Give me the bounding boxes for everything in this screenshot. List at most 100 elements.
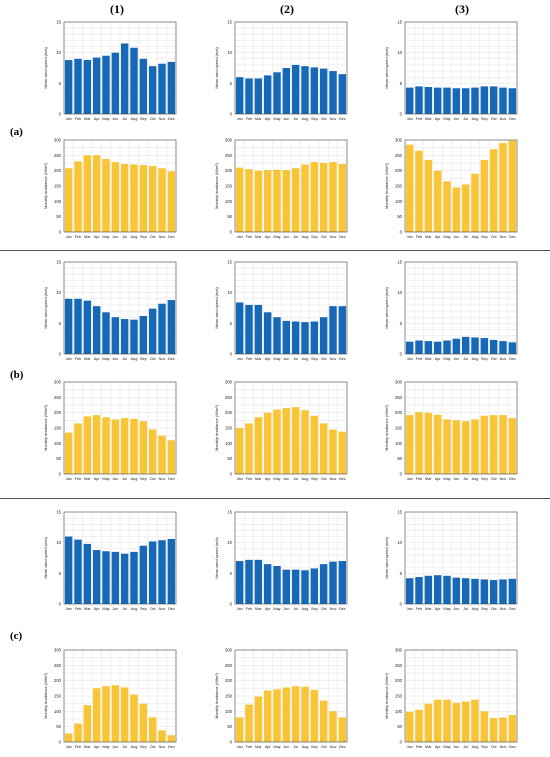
bar-Aug xyxy=(471,699,479,742)
x-tick-label: Oct xyxy=(321,607,328,611)
x-tick-label: Apr xyxy=(94,477,101,481)
x-tick-label: Feb xyxy=(416,117,423,121)
bar-Feb xyxy=(415,86,423,114)
x-tick-label: Sep xyxy=(481,477,488,481)
y-tick-label: 15 xyxy=(227,510,232,515)
y-tick-label: 15 xyxy=(397,20,402,25)
bar-Feb xyxy=(245,559,253,604)
x-tick-label: Mar xyxy=(255,477,262,481)
x-tick-label: Aug xyxy=(472,607,479,611)
bar-May xyxy=(443,419,451,474)
y-tick-label: 0 xyxy=(230,472,233,477)
x-tick-label: Mar xyxy=(84,607,91,611)
x-tick-label: Oct xyxy=(150,745,157,749)
x-tick-label: Apr xyxy=(94,357,101,361)
bar-Dec xyxy=(338,74,347,114)
row-separator-bc xyxy=(0,498,550,499)
x-tick-label: Jun xyxy=(283,235,289,239)
x-tick-label: Jun xyxy=(112,745,118,749)
x-tick-label: Dec xyxy=(509,745,516,749)
y-tick-label: 200 xyxy=(225,168,233,173)
y-tick-label: 0 xyxy=(59,352,62,357)
y-tick-label: 0 xyxy=(230,352,233,357)
bar-Mar xyxy=(254,304,263,354)
x-tick-label: Jun xyxy=(112,117,118,121)
bar-Feb xyxy=(74,423,82,474)
column-heading-1: (1) xyxy=(110,2,124,16)
y-axis-label: Monthly irradiance (W/m²) xyxy=(214,404,219,451)
bar-Feb xyxy=(245,78,253,114)
x-tick-label: Dec xyxy=(168,357,175,361)
chart-c2-irr: 0 50 100 150 200 250 300 Jan Feb Mar Apr May Jun Jul A… xyxy=(214,648,348,749)
x-tick-label: Apr xyxy=(265,117,272,121)
x-tick-label: Nov xyxy=(500,607,507,611)
chart-a2-wind: 0 5 10 15 Jan Feb Mar Apr May Jun Jul Aug Sep Oct Nov D… xyxy=(214,20,348,121)
x-tick-label: Dec xyxy=(339,477,346,481)
x-tick-label: Oct xyxy=(321,235,328,239)
y-tick-label: 5 xyxy=(230,571,233,576)
y-tick-label: 300 xyxy=(395,138,403,143)
bar-Nov xyxy=(158,540,166,604)
x-tick-label: Jul xyxy=(293,745,298,749)
bar-Mar xyxy=(83,416,92,474)
x-tick-label: Jul xyxy=(122,117,127,121)
bar-Jun xyxy=(452,338,461,354)
x-tick-label: Jun xyxy=(112,607,118,611)
x-tick-label: Nov xyxy=(500,357,507,361)
bar-Oct xyxy=(489,86,498,114)
chart-c2-wind: 0 5 10 15 Jan Feb Mar Apr May Jun Jul Aug Sep Oct Nov D… xyxy=(214,510,348,611)
bar-Jun xyxy=(111,551,120,604)
bar-Sep xyxy=(310,162,319,232)
bar-Apr xyxy=(92,415,101,474)
y-axis-label: Mean wind speed (m/s) xyxy=(384,537,389,579)
bar-Nov xyxy=(158,168,166,232)
bar-Dec xyxy=(508,578,517,604)
x-tick-label: Mar xyxy=(255,235,262,239)
x-tick-label: Jul xyxy=(463,117,468,121)
bar-Dec xyxy=(338,561,347,604)
x-tick-label: May xyxy=(443,357,450,361)
bar-May xyxy=(273,689,281,742)
y-tick-label: 150 xyxy=(225,694,233,699)
bar-Sep xyxy=(139,421,148,474)
x-tick-label: Oct xyxy=(491,117,498,121)
bar-Dec xyxy=(167,171,176,232)
y-tick-label: 15 xyxy=(56,20,61,25)
x-tick-label: Oct xyxy=(321,117,328,121)
bar-May xyxy=(443,340,451,354)
bar-Nov xyxy=(499,579,507,604)
chart-b3-irr: 0 50 100 150 200 250 300 Jan Feb Mar Apr May Jun Jul A… xyxy=(384,380,518,481)
bar-Jul xyxy=(120,418,129,474)
y-tick-label: 10 xyxy=(56,50,61,55)
bar-Jul xyxy=(291,407,300,474)
bar-Feb xyxy=(245,304,253,354)
x-tick-label: Dec xyxy=(168,745,175,749)
x-tick-label: Sep xyxy=(140,477,147,481)
bar-Aug xyxy=(130,418,138,474)
bar-Oct xyxy=(319,423,328,474)
x-tick-label: Jun xyxy=(453,117,459,121)
x-tick-label: Aug xyxy=(472,117,479,121)
bar-May xyxy=(102,159,110,232)
bar-Mar xyxy=(83,705,92,742)
y-tick-label: 15 xyxy=(397,510,402,515)
bar-Jan xyxy=(235,167,244,232)
x-tick-label: Dec xyxy=(168,117,175,121)
bar-Jun xyxy=(111,419,120,474)
bar-Feb xyxy=(415,340,423,354)
y-tick-label: 100 xyxy=(225,709,233,714)
x-tick-label: Apr xyxy=(435,745,442,749)
y-tick-label: 250 xyxy=(395,153,403,158)
x-tick-label: Jan xyxy=(237,117,243,121)
x-tick-label: May xyxy=(443,745,450,749)
bar-Apr xyxy=(263,690,272,742)
bar-May xyxy=(443,699,451,742)
chart-b2-irr: 0 50 100 150 200 250 300 Jan Feb Mar Apr May Jun Jul A… xyxy=(214,380,348,481)
bar-May xyxy=(273,409,281,474)
y-tick-label: 15 xyxy=(56,510,61,515)
y-axis-label: Mean wind speed (m/s) xyxy=(214,537,219,579)
bar-Mar xyxy=(424,159,433,232)
x-tick-label: Jul xyxy=(293,117,298,121)
x-tick-label: Jul xyxy=(293,477,298,481)
